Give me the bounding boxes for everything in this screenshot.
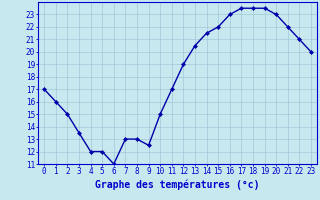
X-axis label: Graphe des températures (°c): Graphe des températures (°c): [95, 179, 260, 190]
